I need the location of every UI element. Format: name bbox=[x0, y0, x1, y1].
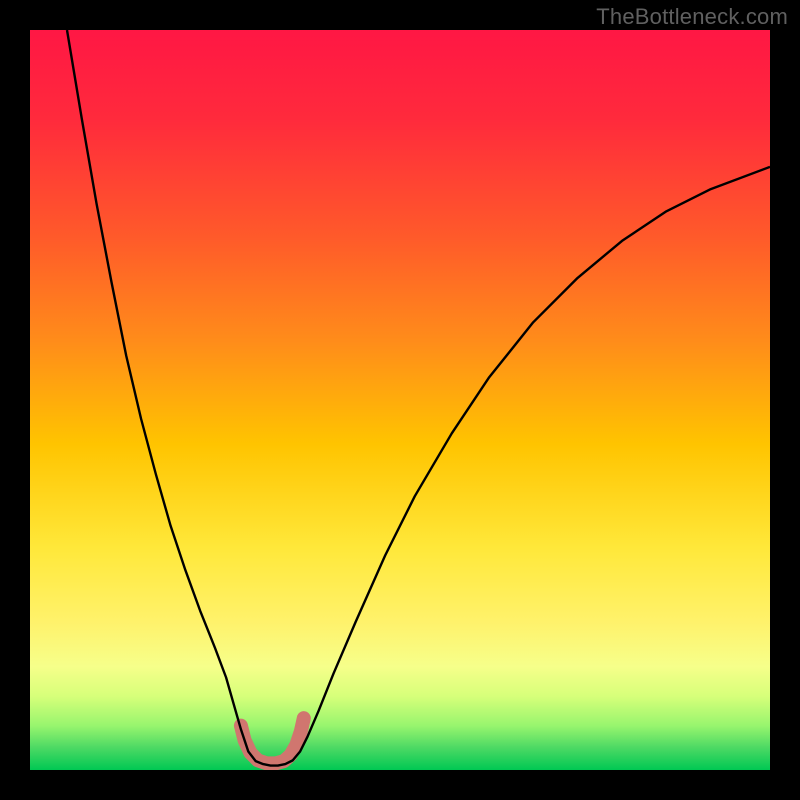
chart-frame: TheBottleneck.com bbox=[0, 0, 800, 800]
plot-area bbox=[30, 30, 770, 770]
plot-background bbox=[30, 30, 770, 770]
plot-svg bbox=[30, 30, 770, 770]
watermark-label: TheBottleneck.com bbox=[596, 4, 788, 30]
